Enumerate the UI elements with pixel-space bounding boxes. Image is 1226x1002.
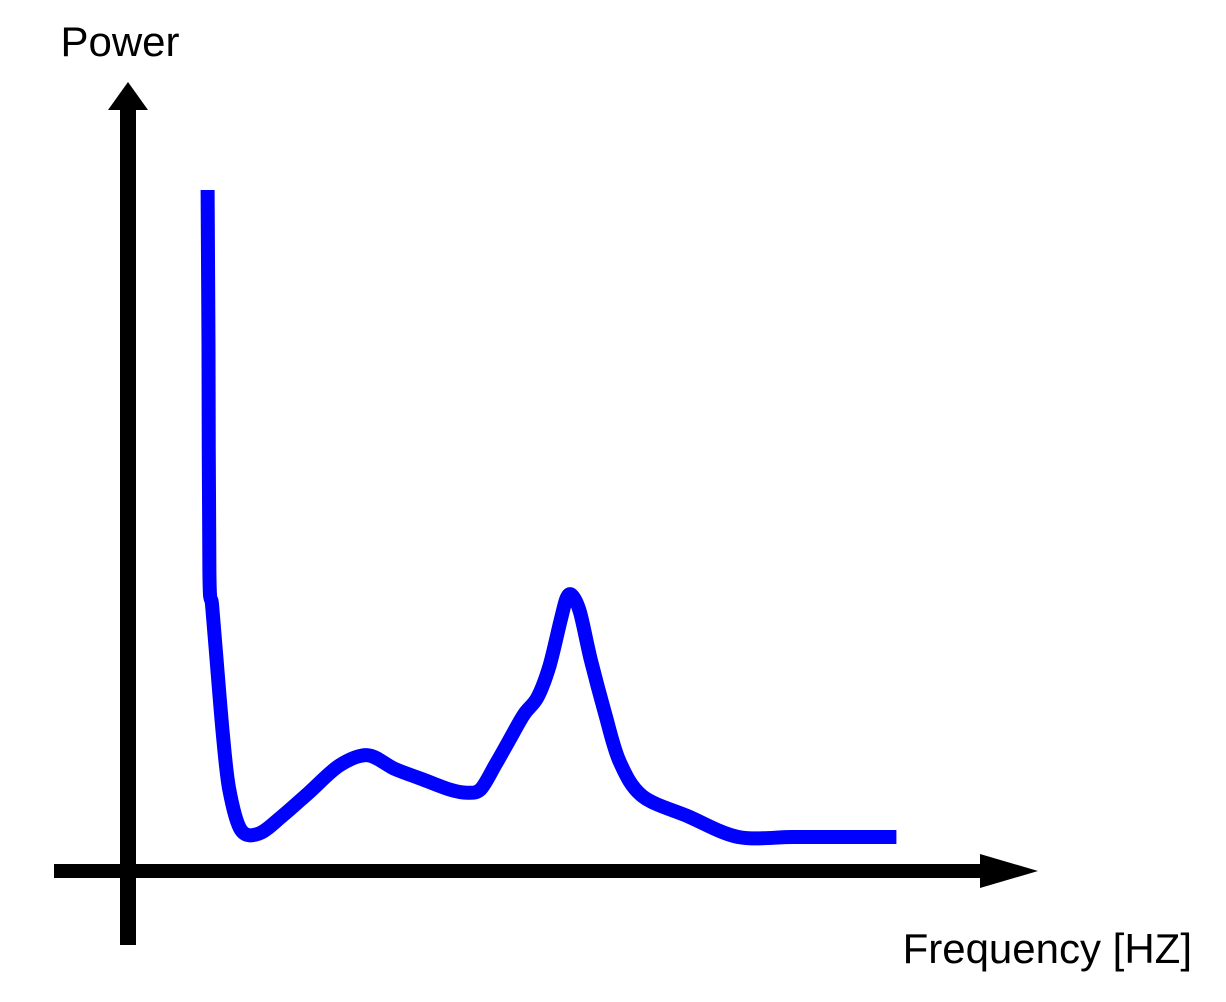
y-axis-arrowhead: [108, 82, 148, 110]
series-group: [200, 189, 897, 846]
y-axis-label: Power: [60, 18, 179, 65]
x-axis-arrowhead: [980, 854, 1038, 888]
x-axis-label: Frequency [HZ]: [903, 925, 1192, 972]
series-line-0: [200, 189, 897, 846]
